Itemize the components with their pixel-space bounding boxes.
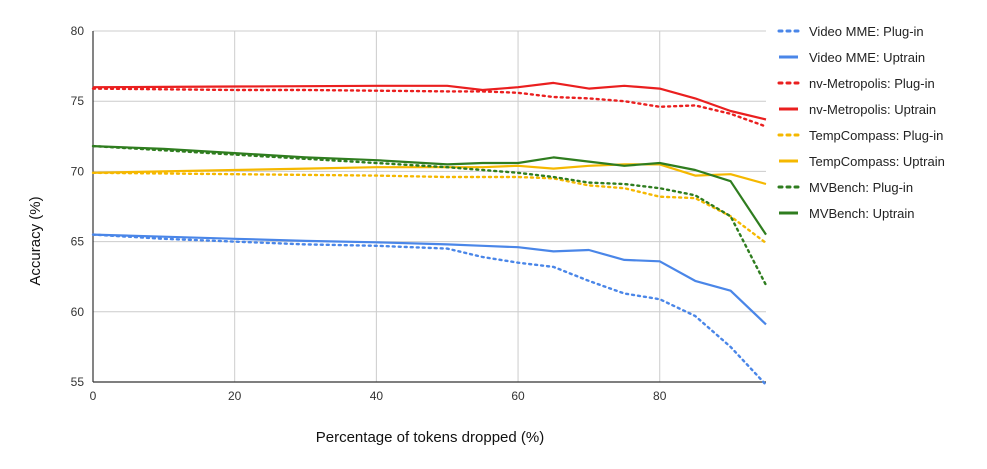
- grid: [92, 30, 766, 383]
- legend-label: nv-Metropolis: Uptrain: [809, 102, 936, 117]
- y-tick-label: 70: [71, 164, 85, 178]
- legend-label: TempCompass: Plug-in: [809, 128, 943, 143]
- series-line-8: [92, 145, 767, 236]
- y-axis-label: Accuracy (%): [27, 196, 44, 285]
- series-line-5: [91, 171, 768, 245]
- x-tick-label: 20: [228, 389, 242, 403]
- y-tick-label: 65: [71, 235, 85, 249]
- y-tick-label: 75: [71, 94, 85, 108]
- y-tick-label: 80: [71, 24, 85, 38]
- legend-label: Video MME: Uptrain: [809, 50, 925, 65]
- tick-labels: 55 60 65 70 75 80 0 20 40 60 80: [71, 24, 667, 403]
- legend-label: MVBench: Uptrain: [809, 206, 915, 221]
- y-tick-label: 55: [71, 375, 85, 389]
- series-lines: [91, 81, 768, 386]
- series-line-7: [91, 144, 768, 287]
- legend-label: TempCompass: Uptrain: [809, 154, 945, 169]
- x-tick-label: 0: [90, 389, 97, 403]
- series-line-1: [91, 233, 768, 386]
- series-line-4: [92, 81, 767, 121]
- legend-label: MVBench: Plug-in: [809, 180, 913, 195]
- series-line-3: [91, 87, 768, 128]
- x-tick-label: 60: [511, 389, 525, 403]
- series-line-2: [92, 233, 767, 326]
- legend: Video MME: Plug-in Video MME: Uptrain nv-M…: [777, 24, 945, 221]
- y-tick-label: 60: [71, 305, 85, 319]
- legend-label: Video MME: Plug-in: [809, 24, 924, 39]
- x-axis-label: Percentage of tokens dropped (%): [316, 429, 544, 446]
- legend-label: nv-Metropolis: Plug-in: [809, 76, 935, 91]
- x-tick-label: 80: [653, 389, 667, 403]
- series-line-6: [92, 163, 767, 186]
- x-tick-label: 40: [370, 389, 384, 403]
